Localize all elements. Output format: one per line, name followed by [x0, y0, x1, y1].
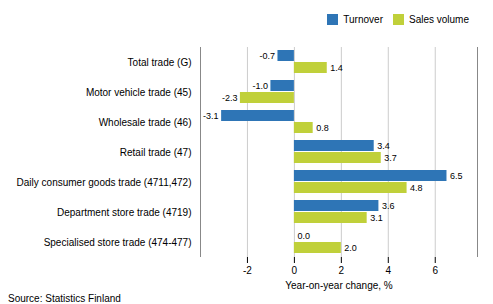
html-text:Turnover: Turnover [343, 14, 383, 25]
svg-text:0.8: 0.8 [316, 123, 329, 133]
svg-text:-1.0: -1.0 [252, 81, 268, 91]
svg-text:-2: -2 [243, 265, 252, 276]
svg-text:0.0: 0.0 [297, 231, 310, 241]
svg-text:4: 4 [386, 265, 392, 276]
html-text:Source: Statistics Finland: Source: Statistics Finland [8, 293, 121, 304]
svg-text:6.5: 6.5 [450, 171, 463, 181]
svg-text:2.0: 2.0 [344, 243, 357, 253]
svg-text:0: 0 [292, 265, 298, 276]
svg-text:-3.1: -3.1 [203, 111, 219, 121]
svg-text:Wholesale trade (46): Wholesale trade (46) [99, 117, 192, 128]
svg-text:Motor vehicle trade (45): Motor vehicle trade (45) [86, 87, 192, 98]
svg-text:1.4: 1.4 [330, 63, 343, 73]
svg-text:Total trade (G): Total trade (G) [128, 57, 192, 68]
svg-text:6: 6 [432, 265, 438, 276]
svg-text:Year-on-year change, %: Year-on-year change, % [285, 280, 393, 291]
svg-text:-0.7: -0.7 [259, 51, 275, 61]
svg-text:-2.3: -2.3 [222, 93, 238, 103]
html-text:Sales volume: Sales volume [409, 14, 469, 25]
svg-text:3.4: 3.4 [377, 141, 390, 151]
svg-text:3.7: 3.7 [384, 153, 397, 163]
svg-text:3.6: 3.6 [382, 201, 395, 211]
svg-text:Daily consumer goods trade (47: Daily consumer goods trade (4711,472) [17, 177, 192, 188]
svg-text:Retail trade (47): Retail trade (47) [120, 147, 192, 158]
svg-text:2: 2 [339, 265, 345, 276]
svg-text:3.1: 3.1 [370, 213, 383, 223]
svg-text:4.8: 4.8 [410, 183, 423, 193]
svg-text:Department store trade (4719): Department store trade (4719) [57, 207, 192, 218]
svg-text:Specialised store trade (474-4: Specialised store trade (474-477) [44, 237, 192, 248]
